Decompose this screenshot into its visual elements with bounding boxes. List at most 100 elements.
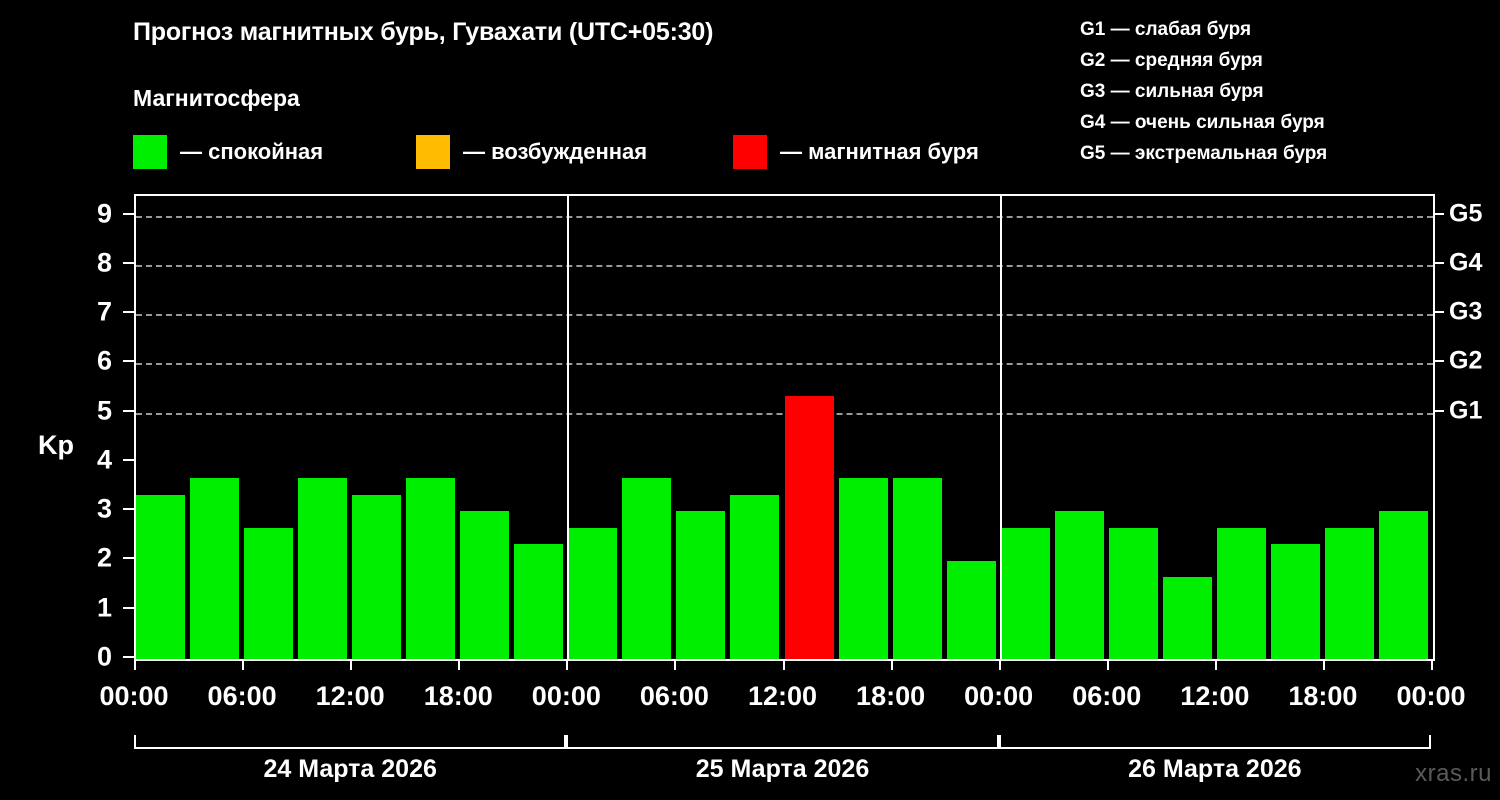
day-bracket [566, 735, 999, 749]
y-axis-tick-label: 7 [96, 296, 112, 327]
x-axis-tick [1214, 659, 1217, 670]
g-scale-code: G3 [1080, 81, 1106, 102]
g-axis-tick [1433, 360, 1444, 363]
y-axis-tick [123, 606, 134, 609]
x-axis-tick-label: 06:00 [639, 681, 709, 711]
day-bracket [134, 735, 567, 749]
y-axis-tick-label: 1 [96, 592, 112, 623]
x-axis-tick-label: 18:00 [423, 681, 493, 711]
kp-bar [298, 478, 348, 659]
kp-bar [622, 478, 672, 659]
g-axis-tick-label: G3 [1449, 297, 1483, 326]
legend-item: — магнитная буря [733, 134, 979, 170]
g-scale-line: G2 — средняя буря [1080, 45, 1327, 76]
g-axis-tick-label: G2 [1449, 346, 1483, 375]
y-axis-tick-label: 4 [96, 444, 112, 475]
gridline [136, 314, 1433, 317]
x-axis-tick [1322, 659, 1325, 670]
kp-bar [1108, 527, 1158, 659]
green-square-icon [133, 135, 167, 169]
y-axis-tick [123, 557, 134, 560]
g-scale-text: — экстремальная буря [1105, 143, 1328, 164]
g-axis-tick-label: G4 [1449, 248, 1483, 277]
x-axis-tick [998, 659, 1001, 670]
plot-inner [136, 196, 1433, 659]
g-scale-text: — очень сильная буря [1105, 112, 1325, 133]
kp-bar [136, 494, 186, 659]
gridline [136, 264, 1433, 267]
x-axis-tick-label: 12:00 [315, 681, 385, 711]
y-axis-title: Kp [38, 430, 74, 460]
kp-bar [892, 478, 942, 659]
x-axis-tick [1431, 659, 1433, 670]
legend-item-label: — спокойная [180, 139, 324, 164]
g-scale-line: G4 — очень сильная буря [1080, 107, 1327, 138]
g-scale-code: G4 [1080, 112, 1106, 133]
x-axis-tick-label: 00:00 [964, 681, 1034, 711]
x-axis-tick [350, 659, 353, 670]
kp-bar [784, 396, 834, 659]
day-bracket [998, 735, 1431, 749]
x-axis-tick-label: 06:00 [1072, 681, 1142, 711]
kp-bar [568, 527, 618, 659]
y-axis-tick [123, 212, 134, 215]
kp-bar [1270, 544, 1320, 659]
y-axis-tick [123, 311, 134, 314]
x-axis-tick [1106, 659, 1109, 670]
y-axis-tick-label: 3 [96, 493, 112, 524]
x-axis-tick [782, 659, 785, 670]
x-axis-tick-label: 18:00 [856, 681, 926, 711]
y-axis-tick-label: 5 [96, 395, 112, 426]
y-axis-tick-label: 0 [96, 641, 112, 672]
kp-bar [1054, 511, 1104, 659]
kp-bar [1216, 527, 1266, 659]
g-scale-line: G5 — экстремальная буря [1080, 138, 1327, 169]
day-label: 25 Марта 2026 [695, 755, 870, 783]
x-axis-tick [458, 659, 461, 670]
g-scale-legend: G1 — слабая буря G2 — средняя буря G3 — си… [1080, 14, 1327, 169]
y-axis-tick [123, 508, 134, 511]
g-axis-tick-label: G5 [1449, 199, 1483, 228]
kp-bar [730, 494, 780, 659]
g-scale-code: G5 [1080, 143, 1106, 164]
day-label: 24 Марта 2026 [263, 755, 437, 783]
g-scale-code: G1 [1080, 19, 1106, 40]
y-axis-tick-label: 9 [96, 198, 112, 229]
g-axis-tick [1433, 311, 1444, 314]
legend-item: — спокойная [133, 134, 323, 170]
x-axis-tick-label: 18:00 [1288, 681, 1358, 711]
g-axis-tick-label: G1 [1449, 396, 1483, 425]
day-separator [999, 196, 1002, 659]
kp-bar [1162, 576, 1212, 659]
legend-item-label: — магнитная буря [780, 139, 979, 164]
legend-item: — возбужденная [416, 134, 647, 170]
x-axis-tick-label: 06:00 [207, 681, 277, 711]
day-label: 26 Марта 2026 [1128, 755, 1302, 783]
g-scale-code: G2 [1080, 50, 1106, 71]
kp-bar [514, 544, 564, 659]
g-axis-tick [1433, 212, 1444, 215]
x-axis-tick [134, 659, 136, 670]
x-axis-tick [242, 659, 245, 670]
kp-bar [352, 494, 402, 659]
x-axis-tick-label: 00:00 [531, 681, 601, 711]
orange-square-icon [416, 135, 450, 169]
kp-bar [1378, 511, 1428, 659]
g-axis-tick [1433, 409, 1444, 412]
y-axis-tick [123, 360, 134, 363]
y-axis-tick [123, 656, 134, 658]
kp-bar [460, 511, 510, 659]
y-axis-tick [123, 409, 134, 412]
g-axis-tick [1433, 261, 1444, 264]
x-axis-tick [674, 659, 677, 670]
x-axis-tick-label: 00:00 [1396, 681, 1466, 711]
plot-area [134, 194, 1435, 661]
watermark: xras.ru [1415, 760, 1492, 787]
x-axis-tick-label: 12:00 [1180, 681, 1250, 711]
page-title: Прогноз магнитных бурь, Гувахати (UTC+05… [133, 18, 714, 46]
x-axis-tick [566, 659, 569, 670]
x-axis-tick [890, 659, 893, 670]
x-axis-tick-label: 00:00 [99, 681, 169, 711]
g-scale-text: — слабая буря [1105, 19, 1252, 40]
red-square-icon [733, 135, 767, 169]
